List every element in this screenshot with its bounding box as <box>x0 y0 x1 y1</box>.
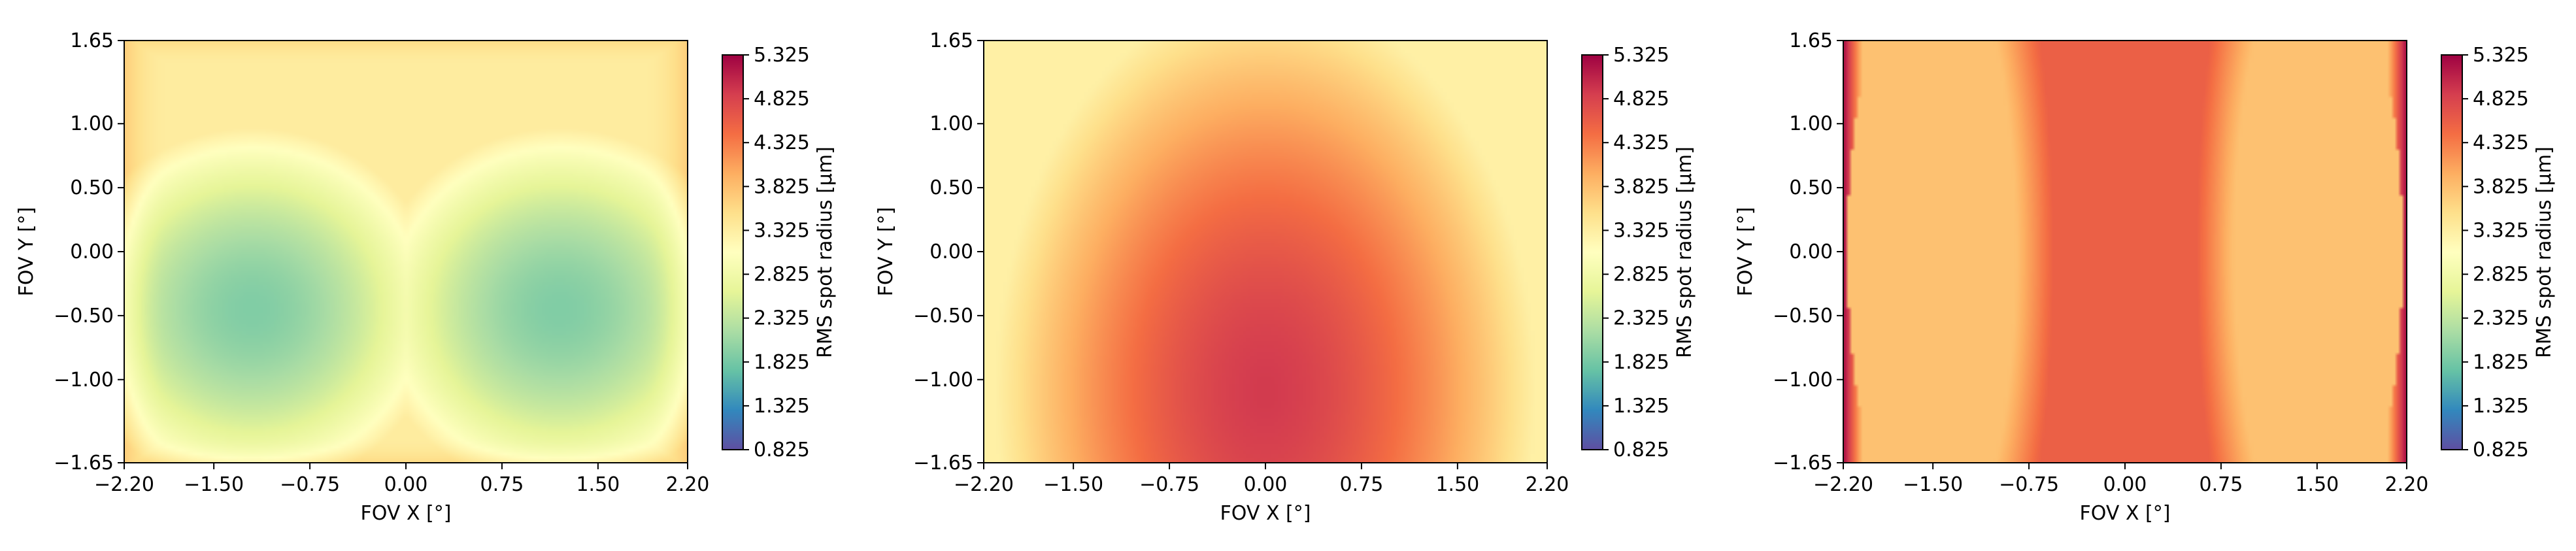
x-tick-label: 2.20 <box>666 473 710 496</box>
y-tick-label: 1.65 <box>1789 29 1833 52</box>
y-tick-label: −1.65 <box>54 452 114 475</box>
x-tick-label: 2.20 <box>1526 473 1569 496</box>
colorbar-tick-label: 3.325 <box>2473 219 2529 242</box>
colorbar-frame <box>722 54 744 450</box>
x-tick-label: −0.75 <box>280 473 340 496</box>
colorbar-tick-label: 5.325 <box>1613 44 1669 67</box>
x-tick-label: −2.20 <box>954 473 1014 496</box>
colorbar-tick-label: 1.325 <box>2473 395 2529 418</box>
panel-1: −2.20 −1.50 −0.75 0.00 0.75 1.50 2.20 1.65 1.00 0… <box>15 29 837 525</box>
x-tick-label: 0.00 <box>384 473 428 496</box>
y-tick-label: 0.50 <box>929 176 973 199</box>
x-tick-label: −1.50 <box>1043 473 1103 496</box>
colorbar-tick-label: 1.825 <box>2473 351 2529 374</box>
panel-2: −2.20 −1.50 −0.75 0.00 0.75 1.50 2.20 1.65 1.00 0… <box>875 29 1696 525</box>
y-tick-label: −1.65 <box>1773 452 1833 475</box>
y-tick-label: 1.00 <box>1789 112 1833 135</box>
colorbar-label: RMS spot radius [µm] <box>814 146 837 358</box>
colorbar-label: RMS spot radius [µm] <box>2533 146 2556 358</box>
heatmap-image <box>1843 41 2407 463</box>
colorbar-tick-label: 0.825 <box>2473 439 2529 461</box>
colorbar-tick-label: 3.325 <box>1613 219 1669 242</box>
colorbar-tick-label: 5.325 <box>754 44 810 67</box>
x-tick-label: −1.50 <box>184 473 244 496</box>
panel-3: −2.20 −1.50 −0.75 0.00 0.75 1.50 2.20 1.65 1.00 0… <box>1734 29 2556 525</box>
heatmap-image <box>124 41 688 463</box>
x-axis-label: FOV X [°] <box>361 502 452 525</box>
y-axis-label: FOV Y [°] <box>1734 207 1757 297</box>
colorbar-tick-label: 0.825 <box>754 439 810 461</box>
colorbar-tick-label: 2.825 <box>2473 263 2529 286</box>
colorbar-tick-label: 4.325 <box>1613 131 1669 154</box>
y-tick-label: 0.00 <box>929 241 973 263</box>
colorbar-tick-label: 4.825 <box>754 88 810 110</box>
colorbar-tick-label: 2.325 <box>1613 307 1669 330</box>
x-tick-label: −0.75 <box>1999 473 2059 496</box>
x-tick-label: 1.50 <box>576 473 620 496</box>
colorbar-tick-label: 3.325 <box>754 219 810 242</box>
colorbar-tick-label: 1.825 <box>754 351 810 374</box>
x-tick-label: 0.75 <box>480 473 524 496</box>
y-tick-label: 0.50 <box>70 176 114 199</box>
y-tick-label: −0.50 <box>913 305 973 327</box>
colorbar-frame <box>2441 54 2463 450</box>
y-tick-label: −1.00 <box>54 369 114 392</box>
colorbar-tick-label: 4.825 <box>1613 88 1669 110</box>
y-tick-label: −0.50 <box>1773 305 1833 327</box>
colorbar-tick-label: 4.325 <box>754 131 810 154</box>
x-axis-label: FOV X [°] <box>1220 502 1311 525</box>
x-tick-label: −1.50 <box>1903 473 1963 496</box>
y-tick-label: 1.65 <box>929 29 973 52</box>
y-axis-label: FOV Y [°] <box>875 207 897 297</box>
y-tick-label: −1.65 <box>913 452 973 475</box>
y-tick-label: −1.00 <box>1773 369 1833 392</box>
x-tick-label: −0.75 <box>1139 473 1199 496</box>
colorbar <box>722 55 743 450</box>
colorbar-tick-label: 1.325 <box>1613 395 1669 418</box>
colorbar-tick-label: 2.325 <box>2473 307 2529 330</box>
colorbar-tick-label: 2.825 <box>754 263 810 286</box>
y-tick-label: 0.00 <box>70 241 114 263</box>
y-tick-label: 1.00 <box>70 112 114 135</box>
x-tick-label: −2.20 <box>1813 473 1873 496</box>
colorbar-label: RMS spot radius [µm] <box>1673 146 1696 358</box>
y-tick-label: 0.00 <box>1789 241 1833 263</box>
colorbar-tick-label: 4.825 <box>2473 88 2529 110</box>
colorbar-tick-label: 2.825 <box>1613 263 1669 286</box>
y-tick-label: 1.65 <box>70 29 114 52</box>
colorbar <box>2441 55 2462 450</box>
colorbar-tick-label: 5.325 <box>2473 44 2529 67</box>
x-tick-label: 0.00 <box>2103 473 2147 496</box>
colorbar <box>1582 55 1603 450</box>
x-tick-label: 0.75 <box>2200 473 2243 496</box>
colorbar-tick-label: 3.825 <box>754 175 810 198</box>
colorbar-tick-label: 0.825 <box>1613 439 1669 461</box>
colorbar-tick-label: 2.325 <box>754 307 810 330</box>
colorbar-tick-label: 3.825 <box>1613 175 1669 198</box>
x-tick-label: 0.00 <box>1244 473 1288 496</box>
x-tick-label: 0.75 <box>1340 473 1384 496</box>
x-axis-label: FOV X [°] <box>2080 502 2171 525</box>
colorbar-frame <box>1581 54 1603 450</box>
y-tick-label: 0.50 <box>1789 176 1833 199</box>
heatmap-image <box>984 41 1547 463</box>
colorbar-tick-label: 4.325 <box>2473 131 2529 154</box>
y-tick-label: −1.00 <box>913 369 973 392</box>
colorbar-tick-label: 1.825 <box>1613 351 1669 374</box>
x-tick-label: −2.20 <box>94 473 154 496</box>
x-tick-label: 2.20 <box>2385 473 2429 496</box>
y-axis-label: FOV Y [°] <box>15 207 38 297</box>
y-tick-label: −0.50 <box>54 305 114 327</box>
y-tick-label: 1.00 <box>929 112 973 135</box>
x-tick-label: 1.50 <box>1435 473 1479 496</box>
colorbar-tick-label: 3.825 <box>2473 175 2529 198</box>
x-tick-label: 1.50 <box>2295 473 2339 496</box>
colorbar-tick-label: 1.325 <box>754 395 810 418</box>
